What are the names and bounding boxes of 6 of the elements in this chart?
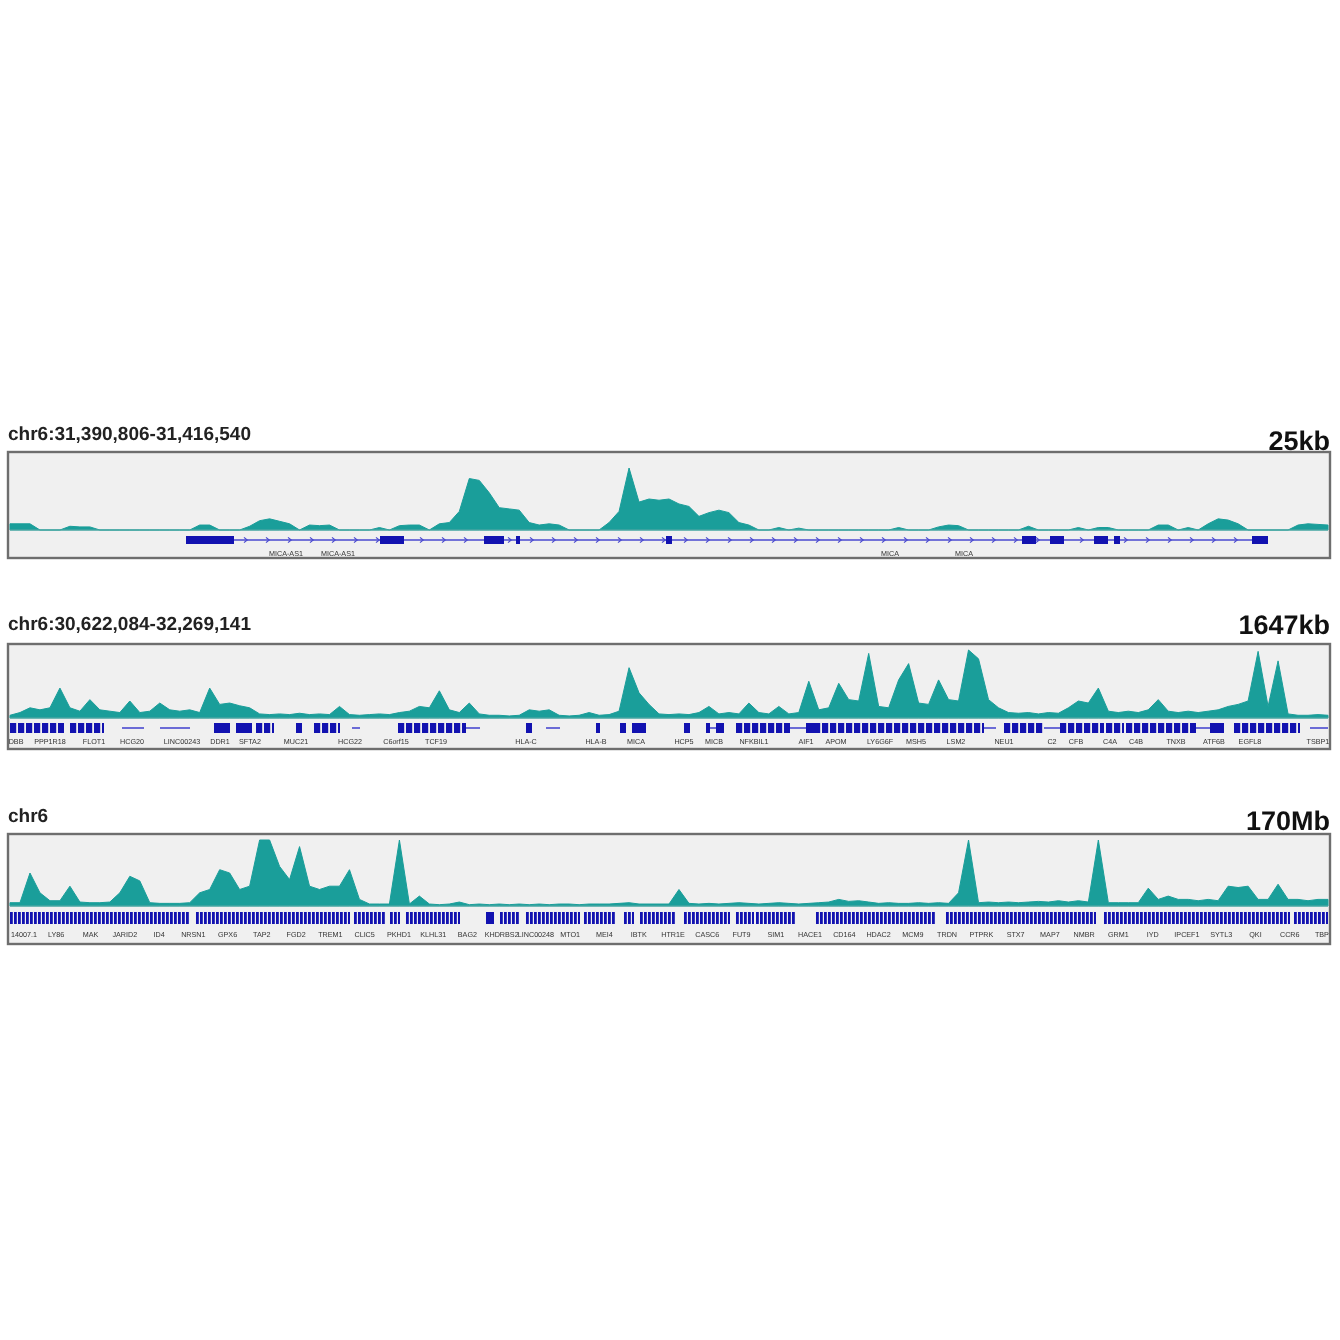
chart-title: chr6 — [8, 806, 49, 828]
chart-subtitle: 25kb — [1268, 426, 1330, 456]
chart-title: chr6:31,390,806-31,416,540 — [8, 424, 251, 446]
chart-subtitle: 170Mb — [1245, 806, 1330, 836]
chart-title: chr6:30,622,084-32,269,141 — [8, 614, 253, 636]
chart-subtitle: 1647kb — [1238, 610, 1330, 640]
